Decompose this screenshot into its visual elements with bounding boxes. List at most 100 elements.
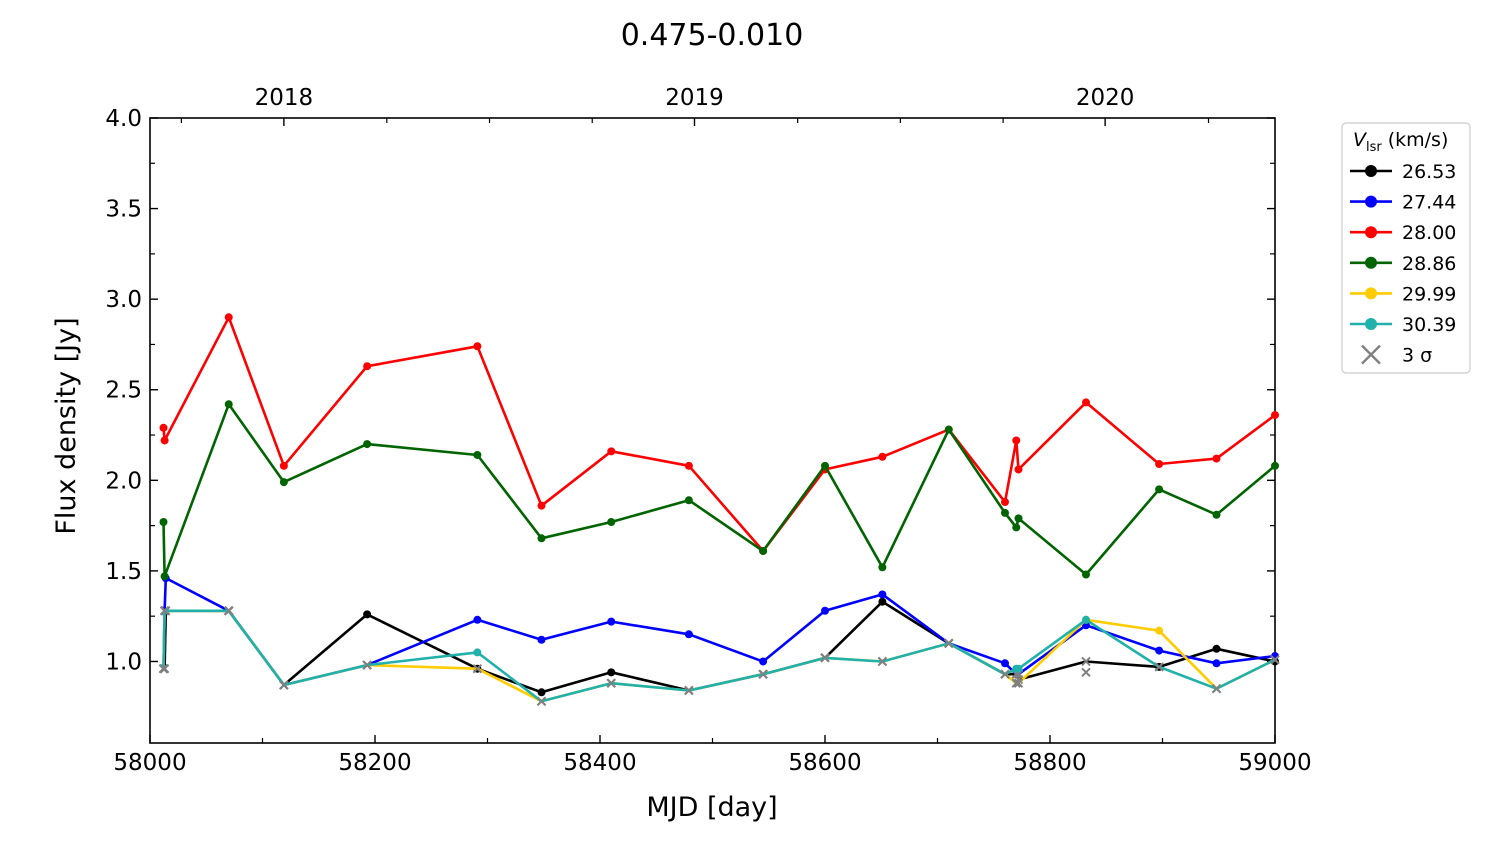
point-30.39-5	[473, 648, 482, 657]
x-tick-label-0: 58000	[113, 750, 186, 776]
point-28.00-14	[1012, 436, 1021, 445]
sigma-marker-29.99-15	[1013, 678, 1024, 688]
x-tick-label-5: 59000	[1238, 750, 1311, 776]
sigma-marker-30.39-4	[362, 660, 372, 670]
legend-entry-sigma: 3 σ	[1361, 344, 1432, 367]
series-28.00	[159, 313, 1279, 555]
legend-marker-28.00	[1365, 226, 1377, 239]
sigma-marker-30.39-2-stroke-b	[224, 606, 234, 616]
sigma-marker-30.39-9-stroke-b	[758, 669, 768, 679]
legend-entry-28.86: 28.86	[1350, 253, 1456, 275]
legend-title-subscript: lsr	[1366, 140, 1382, 155]
point-28.86-0	[159, 517, 168, 526]
legend-entry-27.44: 27.44	[1350, 192, 1456, 214]
legend-label-28.86: 28.86	[1402, 253, 1456, 275]
sigma-marker-29.99-15-stroke-b	[1013, 678, 1024, 688]
point-27.44-7	[537, 635, 546, 644]
point-27.44-18	[1155, 646, 1164, 655]
point-28.00-5	[473, 342, 482, 351]
point-28.00-18	[1212, 454, 1221, 463]
x-tick-label-2: 58400	[563, 750, 636, 776]
series-29.99	[158, 606, 1280, 707]
sigma-marker-30.39-17	[1154, 662, 1164, 672]
sigma-marker-30.39-7	[606, 678, 616, 688]
sigma-marker-30.39-3	[279, 680, 289, 690]
point-28.00-0	[159, 423, 168, 432]
sigma-marker-29.99-14-stroke-b	[1011, 678, 1021, 688]
point-28.86-8	[684, 496, 693, 505]
point-28.86-17	[1155, 485, 1164, 494]
point-28.86-15	[1014, 514, 1023, 523]
point-28.00-13	[1001, 498, 1009, 507]
legend-frame	[1341, 122, 1471, 374]
sigma-marker-30.39-19	[1270, 654, 1280, 665]
sigma-marker-30.39-2	[224, 606, 234, 616]
top-tick-label-1: 2019	[665, 85, 724, 111]
point-28.00-7	[607, 447, 616, 456]
series-line-28.00	[162, 315, 1277, 553]
series-27.44	[158, 574, 1279, 690]
series-line-28.86	[162, 402, 1277, 578]
point-27.44-11	[821, 606, 829, 615]
sigma-marker-30.39-7-stroke-b	[606, 678, 616, 688]
series-line-27.44	[162, 576, 1277, 687]
legend-marker-28.86	[1365, 256, 1377, 269]
chart-title: 0.475-0.010	[621, 18, 804, 53]
sigma-marker-30.39-13-stroke-b	[1000, 669, 1010, 679]
point-28.00-2	[224, 313, 233, 322]
y-tick-label-2: 2.0	[105, 468, 142, 494]
point-27.44-9	[684, 630, 693, 639]
sigma-marker-30.39-10-stroke-b	[820, 653, 830, 663]
legend-label-28.00: 28.00	[1402, 222, 1456, 244]
point-29.99-17	[1155, 626, 1164, 635]
sigma-marker-30.39-6	[536, 696, 547, 707]
point-28.00-19	[1271, 411, 1279, 420]
sigma-marker-30.39-6-stroke-b	[536, 696, 547, 707]
sigma-marker-30.39-1-stroke-b	[159, 606, 170, 616]
series-line-30.39	[162, 609, 1277, 703]
point-28.00-3	[279, 461, 288, 470]
series-30.39	[158, 606, 1280, 707]
point-28.86-7	[607, 517, 616, 526]
point-28.86-10	[821, 461, 829, 470]
y-tick-label-0: 1.0	[105, 649, 142, 675]
legend-sigma-stroke-b	[1361, 344, 1381, 365]
legend-marker-30.39	[1365, 318, 1377, 330]
point-28.00-15	[1014, 465, 1023, 474]
legend-title-symbol: V	[1353, 129, 1368, 151]
x-axis: 58000 58200 58400 58600 58800 59000	[113, 735, 1312, 776]
sigma-marker-30.39-12-stroke-b	[944, 638, 954, 649]
sigma-marker-30.39-4-stroke-b	[362, 660, 372, 670]
sigma-marker-30.39-17-stroke-b	[1154, 662, 1164, 672]
point-28.00-6	[537, 501, 546, 510]
legend-entry-28.00: 28.00	[1350, 222, 1456, 244]
point-27.44-6	[473, 615, 482, 624]
sigma-marker-30.39-8-stroke-b	[684, 685, 694, 696]
top-tick-label-0: 2018	[255, 85, 314, 111]
sigma-marker-30.39-8	[684, 685, 694, 696]
legend-title-unit: (km/s)	[1388, 129, 1449, 151]
y-axis: 1.0 1.5 2.0 2.5 3.0 3.5 4.0	[105, 106, 1275, 675]
point-28.86-13	[1001, 508, 1009, 517]
point-28.86-4	[363, 440, 372, 449]
point-28.86-11	[878, 563, 887, 572]
legend-label-30.39: 30.39	[1402, 314, 1456, 336]
legend-label-sigma: 3 σ	[1402, 345, 1432, 367]
legend: Vlsr (km/s) 26.53 27.44 28.00 28.86 29.99 30.3…	[1341, 122, 1471, 374]
legend-marker-29.99	[1365, 287, 1377, 300]
point-28.86-6	[537, 534, 546, 543]
plot-frame	[149, 117, 1276, 744]
top-year-axis: 2018 2019 2020	[180, 85, 1210, 126]
sigma-marker-29.99-5-stroke-b	[472, 664, 483, 674]
point-28.86-16	[1082, 570, 1090, 579]
legend-marker-27.44	[1365, 195, 1377, 208]
x-tick-label-4: 58800	[1013, 750, 1086, 776]
legend-label-29.99: 29.99	[1402, 283, 1456, 305]
sigma-marker-29.99-14	[1011, 678, 1021, 688]
x-tick-label-3: 58600	[788, 750, 861, 776]
sigma-marker-30.39-18	[1211, 683, 1222, 694]
point-28.00-11	[878, 452, 887, 461]
series-26.53	[158, 597, 1279, 697]
sigma-marker-30.39-11-stroke-b	[877, 656, 888, 667]
